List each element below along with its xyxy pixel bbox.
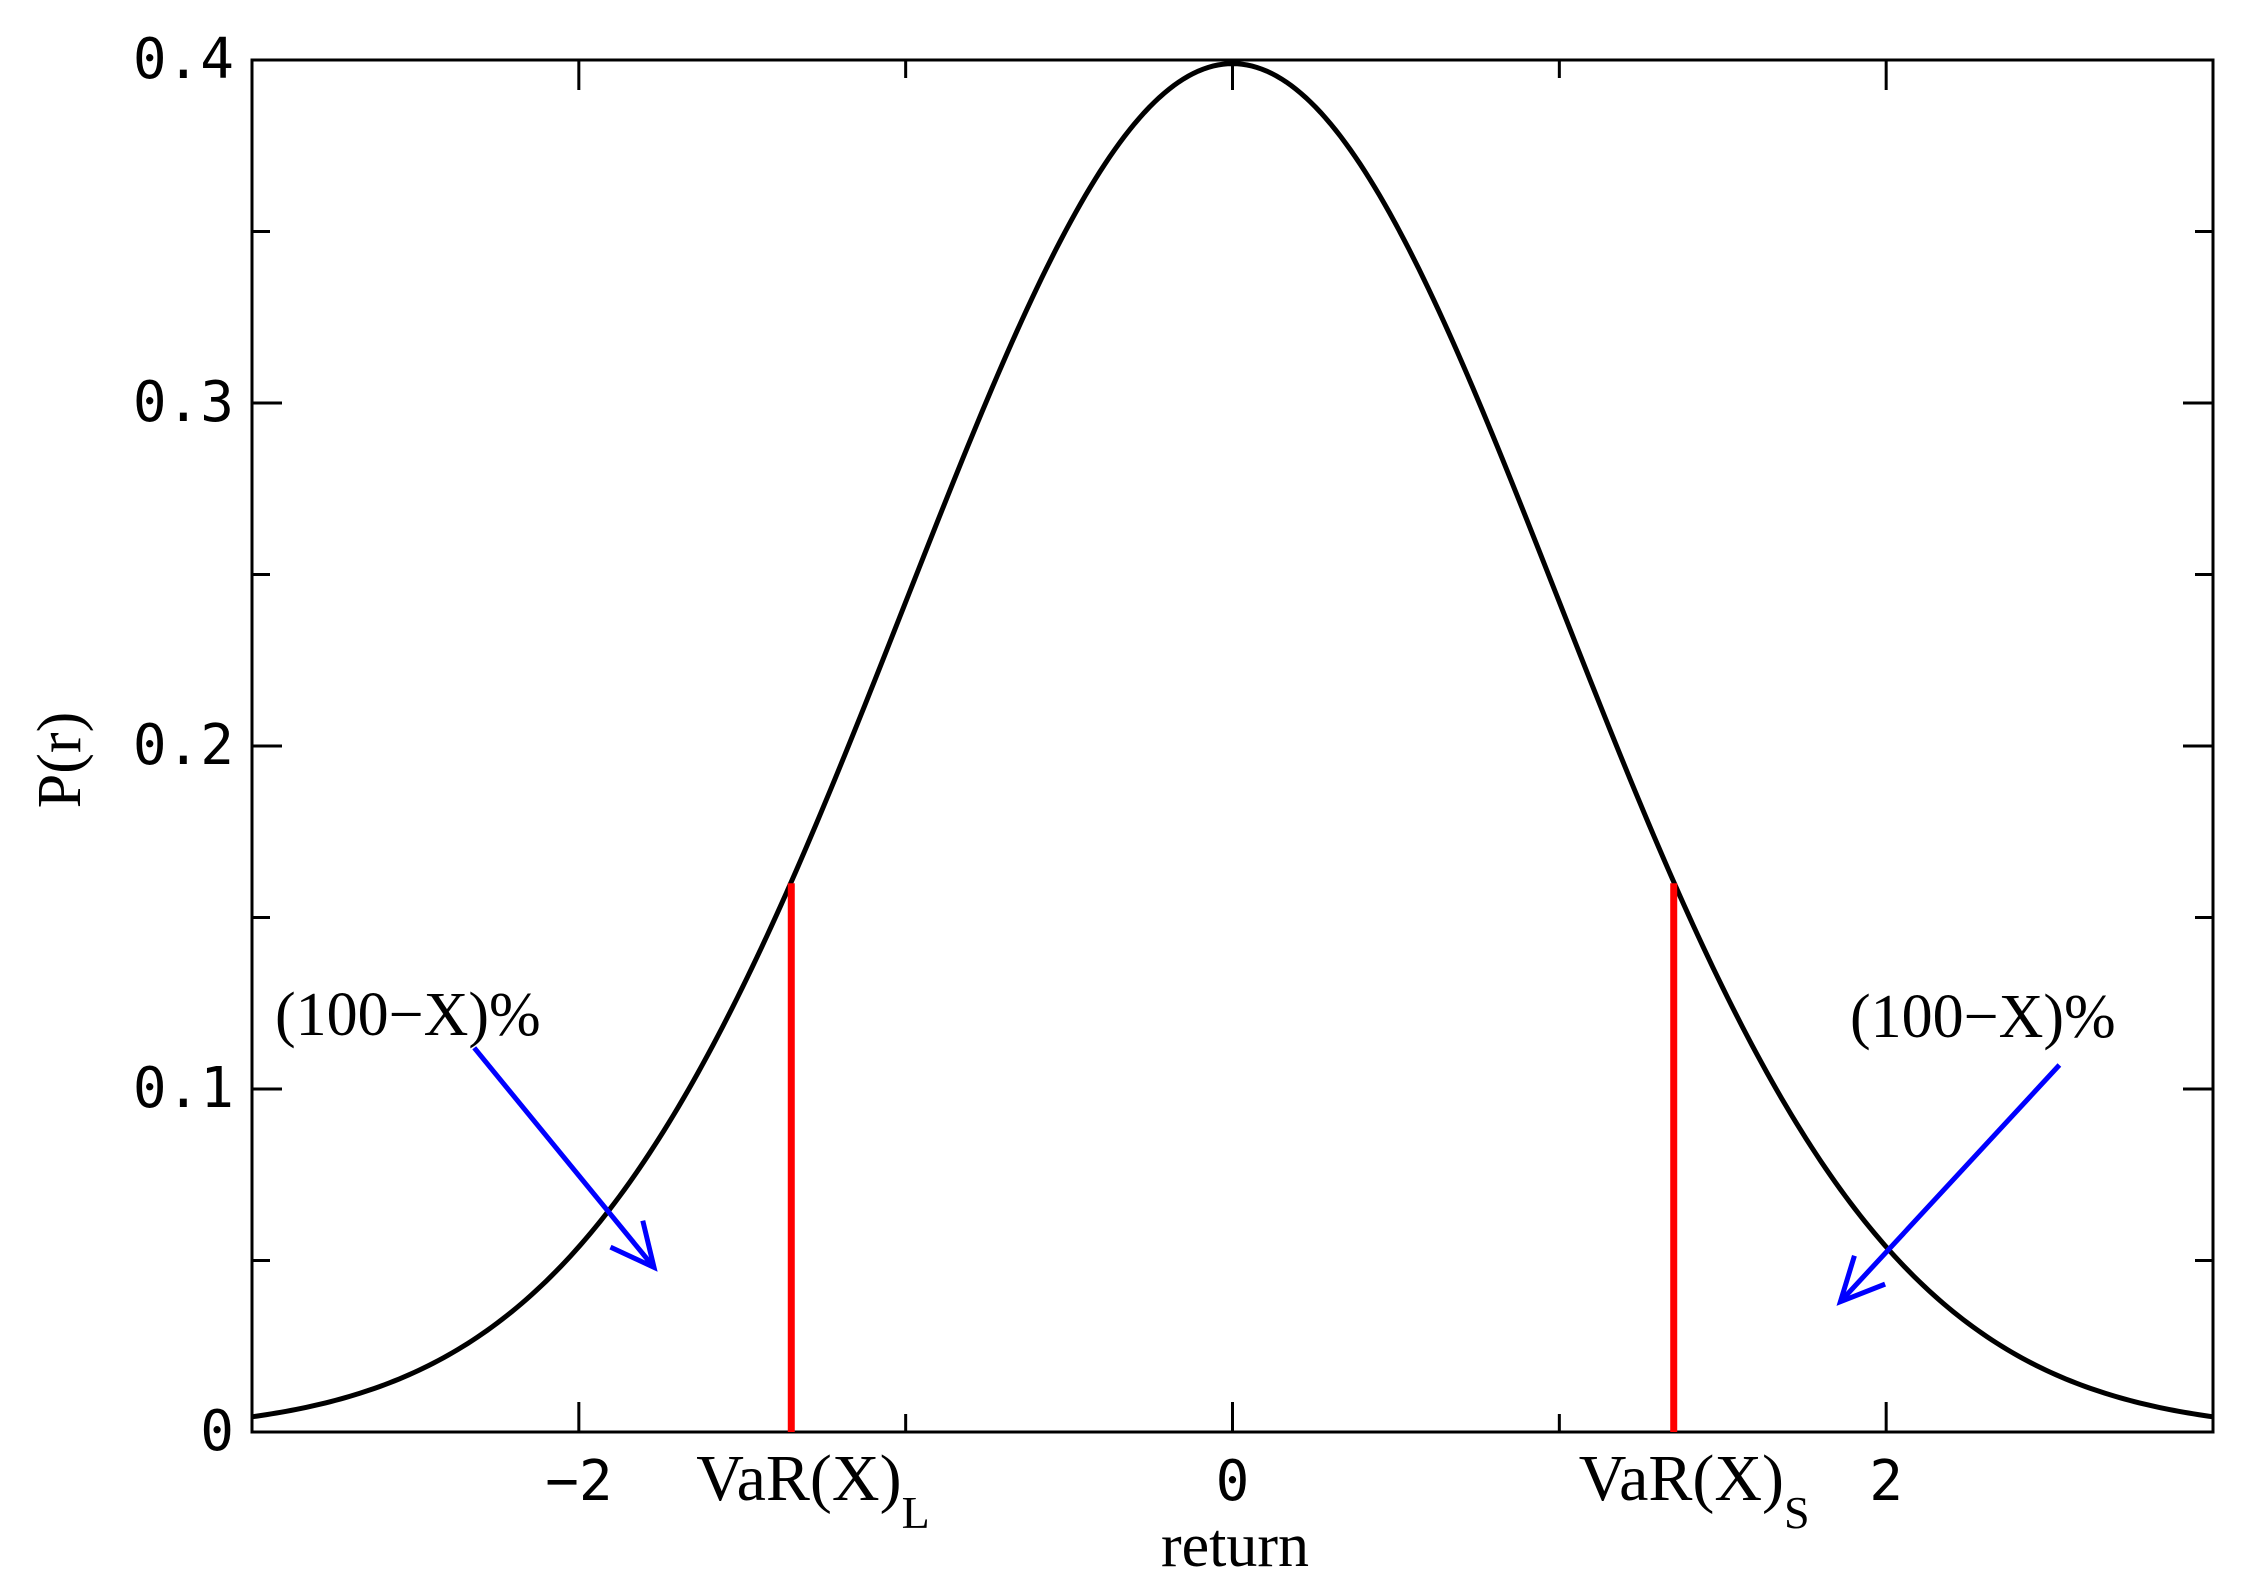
var-label-right: VaR(X)S: [1579, 1442, 1810, 1538]
annotation-arrow-left: [472, 1046, 656, 1269]
annotation-arrow-right: [1838, 1063, 2062, 1304]
density-curve: [251, 61, 2214, 1420]
annotation-arrowhead-left: [609, 1220, 658, 1272]
x-tick-label: 2: [1869, 1449, 1903, 1514]
y-tick-label: 0.3: [133, 370, 234, 435]
var-label-left: VaR(X)L: [696, 1442, 929, 1538]
x-tick-label: 0: [1216, 1449, 1250, 1514]
x-tick-label: −2: [545, 1449, 612, 1514]
y-tick-label: 0.1: [133, 1056, 234, 1121]
x-axis-title: return: [1161, 1512, 1309, 1580]
y-tick-label: 0.2: [133, 713, 234, 778]
y-axis-title: P(r): [26, 712, 94, 808]
annotation-text-left: (100−X)%: [275, 981, 541, 1049]
annotation-arrowhead-right: [1836, 1255, 1887, 1306]
y-tick-label: 0.4: [133, 27, 234, 92]
y-tick-label: 0: [200, 1399, 234, 1464]
annotation-text-right: (100−X)%: [1850, 983, 2116, 1051]
plot-frame: [250, 58, 2215, 1434]
